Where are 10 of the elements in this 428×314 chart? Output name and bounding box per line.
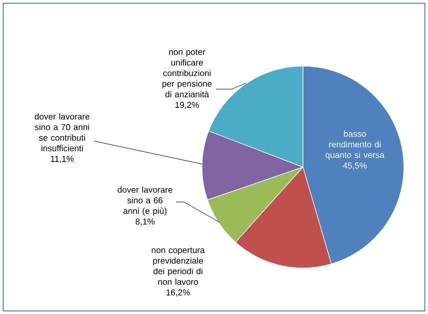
data-label: 16,2% [166, 289, 190, 296]
slice-label: non copertura previdenziale dei periodi di non lavoro [152, 247, 205, 285]
data-label: 8,1% [136, 218, 155, 226]
data-label: 19,2% [176, 102, 199, 109]
slice-label: dover lavorare sino a 66 anni (e più) [118, 186, 172, 216]
slice-label: dover lavorare sino a 70 anni se contributi insufficienti [34, 113, 90, 152]
data-label: 45,5% [342, 162, 367, 170]
slice-label: basso rendimento di quanto si versa [326, 130, 384, 160]
data-label: 11,1% [50, 156, 74, 163]
slice-label: non poter unificare contribuzioni per pensione di anzianità [162, 49, 212, 98]
